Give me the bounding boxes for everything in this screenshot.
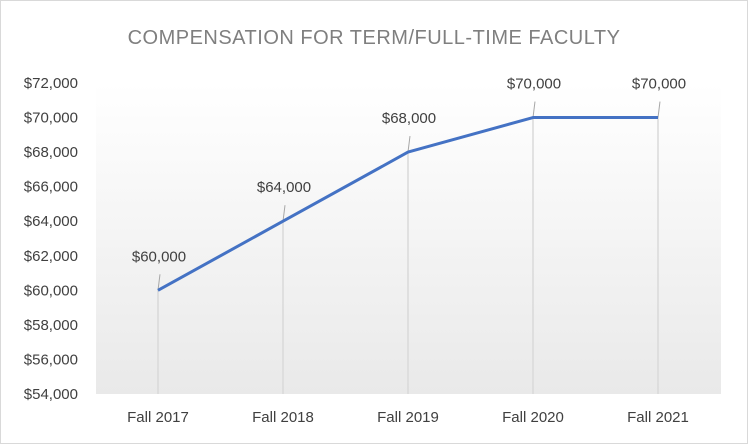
data-label: $68,000: [382, 110, 436, 127]
data-label-leaders: [157, 101, 661, 291]
data-labels: $60,000 $64,000 $68,000 $70,000 $70,000: [132, 76, 686, 266]
label-leader: [532, 101, 536, 118]
y-tick-label: $56,000: [24, 351, 78, 368]
y-tick-label: $66,000: [24, 179, 78, 196]
data-label: $70,000: [632, 76, 686, 93]
y-tick-label: $72,000: [24, 75, 78, 92]
y-tick-label: $64,000: [24, 213, 78, 230]
label-leader: [157, 274, 161, 291]
drop-lines: [157, 117, 659, 394]
y-axis-ticks: $72,000 $70,000 $68,000 $66,000 $64,000 $62,0…: [24, 75, 78, 403]
label-leader: [282, 205, 286, 222]
x-tick-label: Fall 2018: [252, 409, 314, 426]
x-axis-ticks: Fall 2017 Fall 2018 Fall 2019 Fall 2020 Fall…: [127, 409, 689, 426]
y-tick-label: $62,000: [24, 248, 78, 265]
x-tick-label: Fall 2021: [627, 409, 689, 426]
chart-title: COMPENSATION FOR TERM/FULL-TIME FACULTY: [127, 27, 621, 49]
x-tick-label: Fall 2017: [127, 409, 189, 426]
x-tick-label: Fall 2019: [377, 409, 439, 426]
label-leader: [657, 101, 661, 118]
x-tick-label: Fall 2020: [502, 409, 564, 426]
data-label: $60,000: [132, 248, 186, 265]
label-leader: [407, 136, 411, 153]
series-line: [157, 116, 658, 292]
data-label: $70,000: [507, 76, 561, 93]
y-tick-label: $58,000: [24, 317, 78, 334]
y-tick-label: $70,000: [24, 110, 78, 127]
data-label: $64,000: [257, 179, 311, 196]
y-tick-label: $54,000: [24, 386, 78, 403]
y-tick-label: $68,000: [24, 144, 78, 161]
y-tick-label: $60,000: [24, 282, 78, 299]
